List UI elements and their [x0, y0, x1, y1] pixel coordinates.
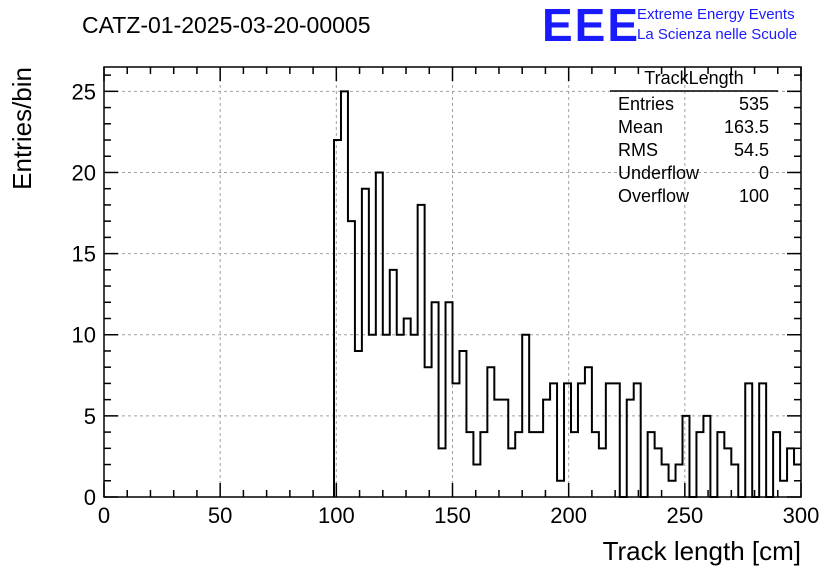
stats-label: Mean: [618, 117, 663, 137]
histogram-series: [333, 90, 801, 498]
x-tick-label: 150: [434, 503, 471, 528]
y-tick-label: 5: [84, 404, 96, 429]
stats-label: Entries: [618, 94, 674, 114]
stats-label: Underflow: [618, 163, 700, 183]
stats-value: 0: [759, 163, 769, 183]
x-tick-label: 300: [783, 503, 820, 528]
stats-box: TrackLength Entries 535 Mean 163.5 RMS 5…: [610, 68, 778, 206]
eee-logo: EEE Extreme Energy Events La Scienza nel…: [542, 0, 797, 51]
y-tick-label: 10: [72, 323, 96, 348]
x-tick-labels: 0 50 100 150 200 250 300: [98, 503, 819, 528]
x-tick-label: 200: [550, 503, 587, 528]
eee-logo-mark: EEE: [542, 0, 640, 51]
stats-label: Overflow: [618, 186, 690, 206]
y-tick-labels: 0 5 10 15 20 25: [72, 79, 96, 510]
y-axis-title: Entries/bin: [7, 67, 37, 190]
y-tick-label: 0: [84, 485, 96, 510]
stats-value: 54.5: [734, 140, 769, 160]
axis-ticks: [103, 67, 802, 498]
y-tick-label: 15: [72, 242, 96, 267]
chart-title: CATZ-01-2025-03-20-00005: [82, 12, 371, 38]
x-tick-label: 250: [666, 503, 703, 528]
stats-value: 163.5: [724, 117, 769, 137]
eee-logo-line1: Extreme Energy Events: [637, 6, 795, 23]
x-axis-title: Track length [cm]: [603, 536, 801, 566]
x-tick-label: 50: [208, 503, 232, 528]
stats-label: RMS: [618, 140, 658, 160]
x-tick-label: 0: [98, 503, 110, 528]
y-tick-label: 25: [72, 79, 96, 104]
stats-value: 100: [739, 186, 769, 206]
x-tick-label: 100: [318, 503, 355, 528]
eee-logo-line2: La Scienza nelle Scuole: [637, 26, 797, 43]
stats-title: TrackLength: [644, 68, 743, 88]
y-tick-label: 20: [72, 160, 96, 185]
stats-value: 535: [739, 94, 769, 114]
